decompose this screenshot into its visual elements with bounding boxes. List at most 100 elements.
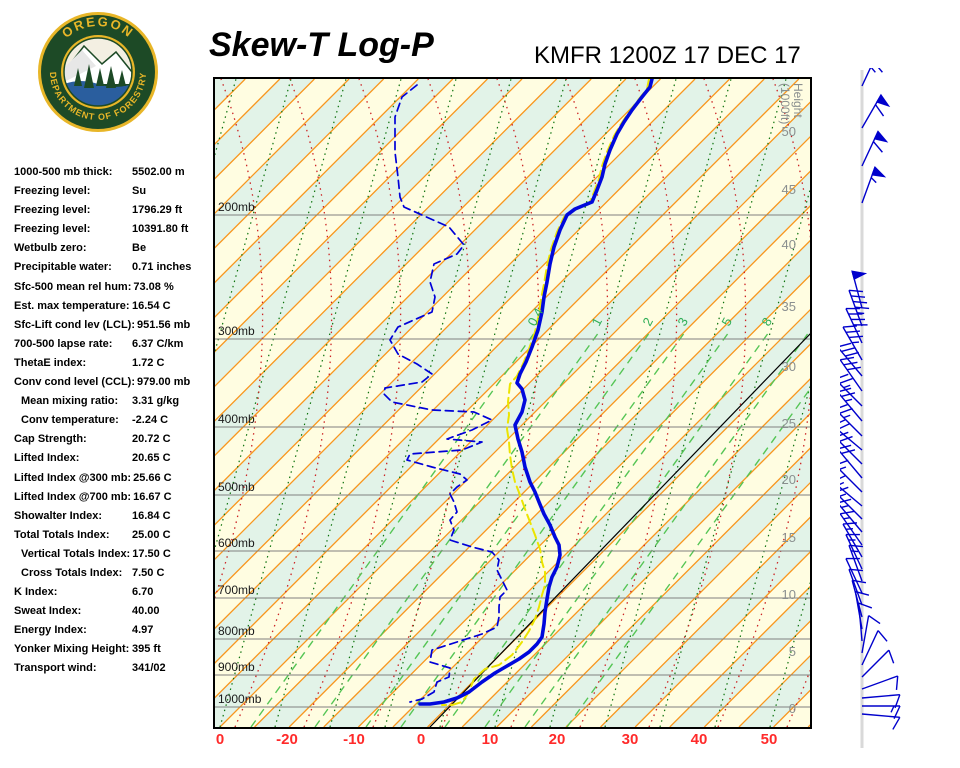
isotherm-line xyxy=(215,79,454,318)
barb-staff xyxy=(840,469,863,493)
stat-value: 10391.80 ft xyxy=(132,223,189,236)
isobar-label: 400mb xyxy=(218,412,255,426)
isotherm-line xyxy=(215,79,558,422)
barb-full-feather xyxy=(855,590,870,596)
dry-adiabat-line xyxy=(579,79,678,727)
dry-adiabat-line xyxy=(441,79,540,727)
barb-full-feather xyxy=(846,366,861,371)
height-tick-label: 20 xyxy=(782,472,796,487)
stat-row: Yonker Mixing Height: 395 ft xyxy=(14,643,210,662)
barb-full-feather xyxy=(872,141,883,153)
stat-row: ThetaE index: 1.72 C xyxy=(14,357,210,376)
height-tick-label: 10 xyxy=(782,587,796,602)
stat-row: Showalter Index: 16.84 C xyxy=(14,510,210,529)
stat-value: 979.00 mb xyxy=(137,376,191,389)
stat-value: 16.84 C xyxy=(132,509,171,522)
barb-full-feather xyxy=(845,351,859,357)
stat-row: Precipitable water: 0.71 inches xyxy=(14,261,210,280)
x-tick-label: -20 xyxy=(276,731,298,748)
barb-full-feather xyxy=(852,579,867,584)
isotherm-bands xyxy=(215,79,810,727)
stat-value: 25.66 C xyxy=(133,471,172,484)
wind-barb xyxy=(861,630,888,666)
barb-full-feather xyxy=(874,104,885,117)
isotherm-line xyxy=(600,516,810,727)
isotherm-line xyxy=(461,378,810,727)
stat-label: Energy Index: xyxy=(14,624,87,637)
color-band xyxy=(215,102,810,727)
barb-full-feather xyxy=(877,630,888,642)
wind-barb xyxy=(857,602,873,642)
stat-label: Yonker Mixing Height: xyxy=(14,643,130,656)
stat-label: Precipitable water: xyxy=(14,261,112,274)
stat-label: Lifted Index @700 mb: xyxy=(14,490,132,503)
isotherm-line xyxy=(215,79,731,595)
barb-full-feather xyxy=(845,330,861,333)
wind-barb xyxy=(848,568,864,606)
stat-label: 1000-500 mb thick: xyxy=(14,166,113,178)
barb-staff xyxy=(840,486,863,507)
stat-label: Sfc-500 mean rel hum: xyxy=(14,280,132,293)
barb-half-feather xyxy=(843,384,851,389)
barb-half-feather xyxy=(851,341,860,344)
barb-staff xyxy=(861,630,879,666)
theta-line xyxy=(219,79,402,727)
isotherm-line xyxy=(565,482,810,727)
isotherm-line xyxy=(496,412,810,727)
stat-value: Su xyxy=(132,185,147,198)
barb-staff xyxy=(840,413,863,437)
barb-half-feather xyxy=(857,312,865,315)
height-tick-label: 45 xyxy=(782,182,796,197)
height-tick-label: 5 xyxy=(789,644,796,659)
theta-line xyxy=(659,187,810,727)
stat-label: Freezing level: xyxy=(14,204,91,217)
stat-value: 3.31 g/kg xyxy=(132,395,180,408)
wind-barb xyxy=(840,431,863,465)
wind-barb xyxy=(840,342,863,377)
stat-label: ThetaE index: xyxy=(14,356,87,369)
x-tick-label: 0 xyxy=(416,731,426,748)
mixing-ratio-line xyxy=(250,331,536,727)
height-tick-label: 35 xyxy=(782,299,796,314)
stat-value: 16.67 C xyxy=(133,490,172,503)
isobar-label: 300mb xyxy=(218,324,255,338)
barb-staff xyxy=(861,713,900,719)
x-tick-label: 0 xyxy=(215,731,225,748)
stat-label: Lifted Index @300 mb: xyxy=(14,471,132,484)
mixing-ratio-line xyxy=(566,387,810,727)
stat-value: 6.70 xyxy=(132,586,154,599)
theta-line xyxy=(329,79,512,727)
dry-adiabat-line xyxy=(717,79,810,727)
height-tick-label: 0 xyxy=(789,701,796,716)
barb-full-feather xyxy=(858,602,873,609)
isotherm-line xyxy=(215,79,800,664)
stat-value: 73.08 % xyxy=(133,280,174,293)
skewt-chart: 200mb 300mb 400mb 500mb 600mb 700mb 800mb 900mb… xyxy=(213,77,812,729)
stat-label: Wetbulb zero: xyxy=(14,242,87,255)
stat-label: Cap Strength: xyxy=(14,433,87,446)
barb-half-feather xyxy=(840,481,845,486)
barb-half-feather xyxy=(843,516,851,520)
height-axis-title: Height xyxy=(791,83,805,118)
barb-full-feather xyxy=(853,300,868,304)
barb-staff xyxy=(857,603,863,642)
mixing-ratio-line xyxy=(484,331,770,727)
page-title: Skew-T Log-P xyxy=(209,26,434,64)
temperature-axis: 0 -20 -10 0 10 20 30 40 50 xyxy=(213,731,812,751)
barb-full-feather xyxy=(840,431,849,437)
isobar-label: 800mb xyxy=(218,624,255,638)
height-axis-title: (1000ft) xyxy=(778,83,792,124)
stat-value: 0.71 inches xyxy=(132,261,192,274)
stat-value: 20.65 C xyxy=(132,452,171,465)
stat-value: 40.00 xyxy=(132,605,160,618)
x-tick-label: 20 xyxy=(548,731,566,748)
stat-value: 20.72 C xyxy=(132,433,171,446)
wind-barb xyxy=(861,166,887,204)
barb-full-feather xyxy=(895,675,899,691)
barb-full-feather xyxy=(840,373,849,379)
isotherm-line xyxy=(215,79,592,457)
mixing-ratio-label: 0.4 xyxy=(524,305,546,328)
barb-full-feather xyxy=(840,422,851,430)
x-tick-label: 50 xyxy=(760,731,778,748)
